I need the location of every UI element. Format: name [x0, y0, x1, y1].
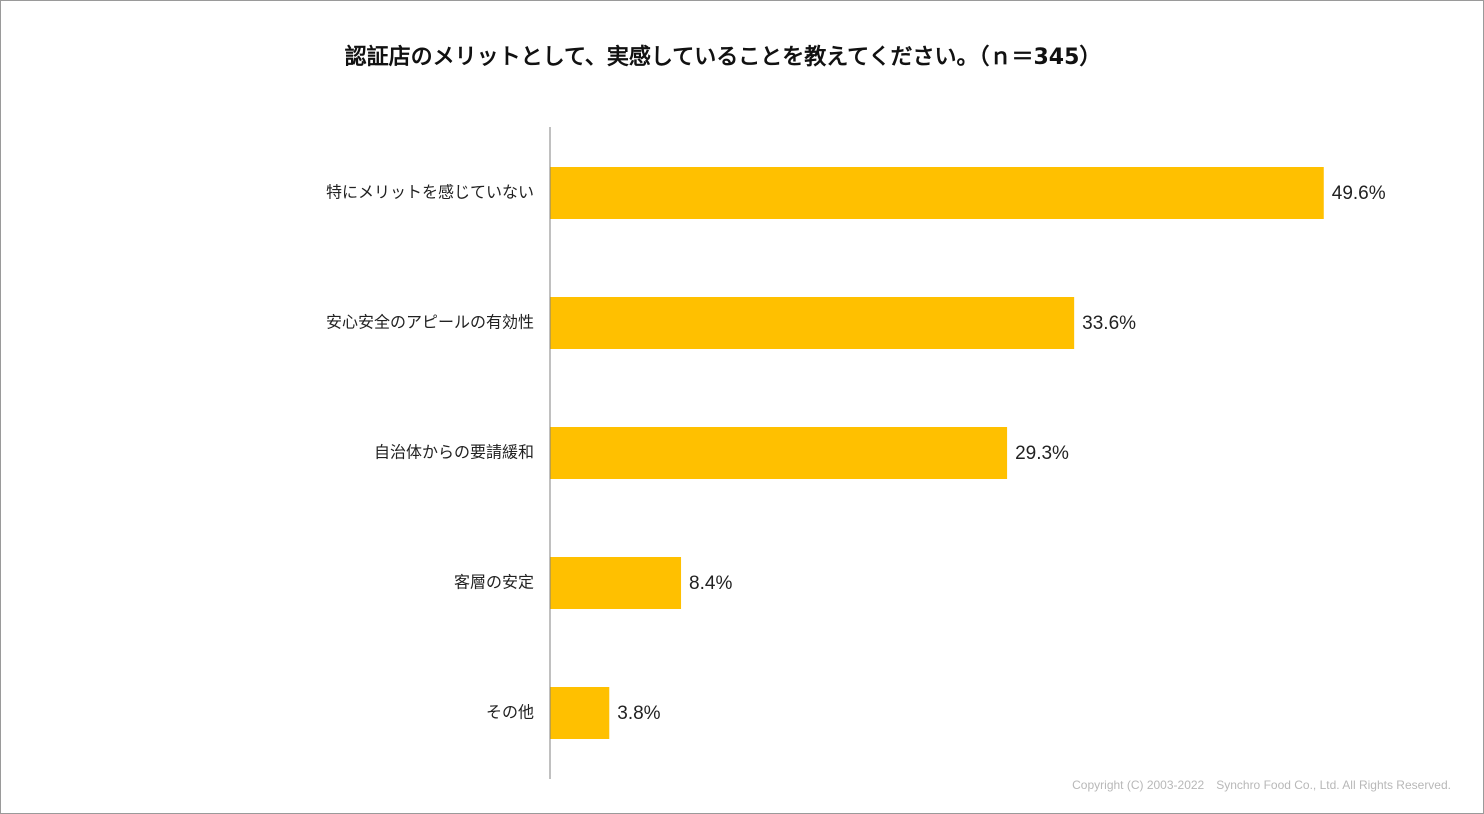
value-label: 33.6%: [1082, 313, 1136, 334]
bar: [550, 297, 1075, 349]
value-label: 8.4%: [689, 573, 732, 594]
value-label: 29.3%: [1015, 443, 1069, 464]
bar: [550, 687, 610, 739]
category-label: 客層の安定: [454, 573, 534, 592]
bar: [550, 427, 1008, 479]
value-label: 49.6%: [1332, 183, 1386, 204]
category-label: 特にメリットを感じていない: [326, 183, 534, 202]
category-label: その他: [486, 703, 534, 722]
bar: [550, 557, 682, 609]
chart-title: 認証店のメリットとして、実感していることを教えてください。（ｎ＝345）: [344, 45, 1102, 70]
category-label: 自治体からの要請緩和: [374, 443, 534, 462]
bar: [550, 167, 1324, 219]
copyright-notice: Copyright (C) 2003-2022 Synchro Food Co.…: [1072, 778, 1451, 792]
value-label: 3.8%: [617, 703, 660, 724]
category-label: 安心安全のアピールの有効性: [326, 313, 534, 332]
